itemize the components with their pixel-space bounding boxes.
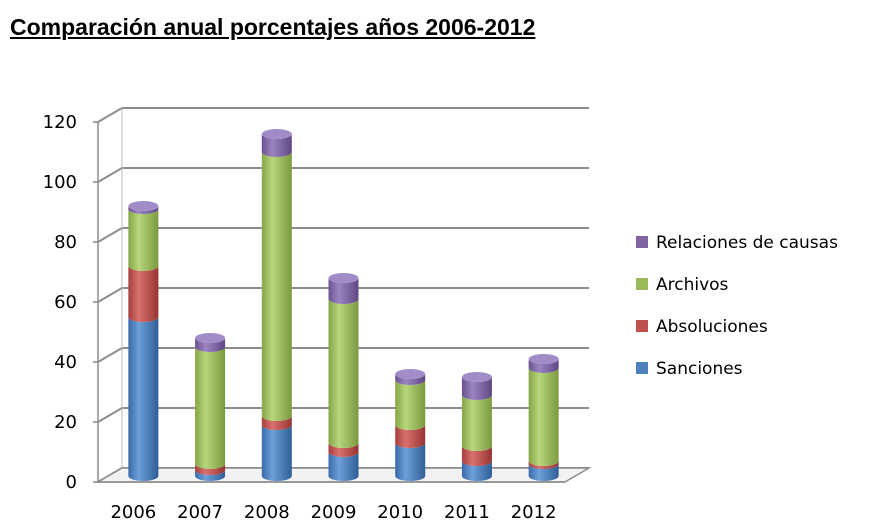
bar-2011-absoluciones <box>461 446 492 467</box>
legend-label-sanciones: Sanciones <box>656 359 743 379</box>
gridline-depth-40 <box>97 347 123 363</box>
gridline-depth-60 <box>97 287 123 303</box>
bar-2011-sanciones <box>461 461 492 482</box>
bar-cap-2011 <box>461 372 492 382</box>
y-tick-label-80: 80 <box>54 232 77 253</box>
bar-cap-2010 <box>395 369 426 379</box>
gridline-depth-80 <box>97 227 123 243</box>
x-tick-label-2006: 2006 <box>110 502 156 523</box>
bar-2007-absoluciones <box>195 464 226 475</box>
bar-2011-relaciones-de-causas <box>461 377 492 400</box>
gridline-depth-100 <box>97 167 123 183</box>
gridline-depth-120 <box>97 107 123 123</box>
bar-2008-sanciones <box>261 425 292 482</box>
bar-2012-archivos <box>528 368 559 467</box>
bar-2006-archivos <box>128 209 159 271</box>
bar-2009-sanciones <box>328 452 359 482</box>
bar-2008-archivos <box>261 152 292 422</box>
bar-2006-relaciones-de-causas <box>128 206 159 214</box>
y-tick-label-120: 120 <box>43 112 77 133</box>
bars <box>128 129 559 482</box>
bar-2009-relaciones-de-causas <box>328 278 359 304</box>
y-tick-label-0: 0 <box>66 472 77 493</box>
bar-2012-absoluciones <box>528 461 559 469</box>
bar-2006-absoluciones <box>128 266 159 322</box>
bar-2011-archivos <box>461 395 492 452</box>
legend-label-relaciones-de-causas: Relaciones de causas <box>656 233 838 253</box>
y-tick-label-40: 40 <box>54 352 77 373</box>
bar-2006-sanciones <box>128 317 159 482</box>
x-tick-label-2010: 2010 <box>377 502 423 523</box>
bar-cap-2006 <box>128 201 159 211</box>
legend: Relaciones de causas Archivos Absoluciones… <box>636 233 838 379</box>
legend-label-absoluciones: Absoluciones <box>656 317 768 337</box>
bar-2007-relaciones-de-causas <box>195 338 226 352</box>
bar-2012-sanciones <box>528 464 559 482</box>
bar-2010-absoluciones <box>395 425 426 448</box>
y-tick-label-20: 20 <box>54 412 77 433</box>
chart-title: Comparación anual porcentajes años 2006-… <box>10 14 536 40</box>
bar-cap-2009 <box>328 273 359 283</box>
x-tick-label-2008: 2008 <box>244 502 290 523</box>
bar-2010-archivos <box>395 380 426 430</box>
legend-swatch-absoluciones <box>636 320 648 332</box>
bar-2007-sanciones <box>195 470 226 482</box>
bar-2010-sanciones <box>395 443 426 482</box>
bar-2007-archivos <box>195 347 226 469</box>
y-tick-label-60: 60 <box>54 292 77 313</box>
x-tick-label-2011: 2011 <box>444 502 490 523</box>
legend-swatch-relaciones-de-causas <box>636 236 648 248</box>
tick-labels: 0 20 40 60 80 100 120 2006 2007 2008 2009 2010 2011 2… <box>43 112 557 523</box>
bar-2012-relaciones-de-causas <box>528 359 559 373</box>
bar-2008-absoluciones <box>261 416 292 430</box>
x-tick-label-2007: 2007 <box>177 502 223 523</box>
bar-2009-absoluciones <box>328 443 359 457</box>
y-tick-label-100: 100 <box>43 172 77 193</box>
x-tick-label-2009: 2009 <box>311 502 357 523</box>
legend-swatch-sanciones <box>636 362 648 374</box>
bar-2008-relaciones-de-causas <box>261 134 292 157</box>
bar-cap-2007 <box>195 333 226 343</box>
bar-cap-2012 <box>528 354 559 364</box>
x-tick-label-2012: 2012 <box>511 502 557 523</box>
bar-cap-2008 <box>261 129 292 139</box>
bar-2009-archivos <box>328 299 359 448</box>
bar-2010-relaciones-de-causas <box>395 374 426 385</box>
gridline-depth-20 <box>97 407 123 423</box>
legend-label-archivos: Archivos <box>656 275 729 295</box>
legend-swatch-archivos <box>636 278 648 290</box>
